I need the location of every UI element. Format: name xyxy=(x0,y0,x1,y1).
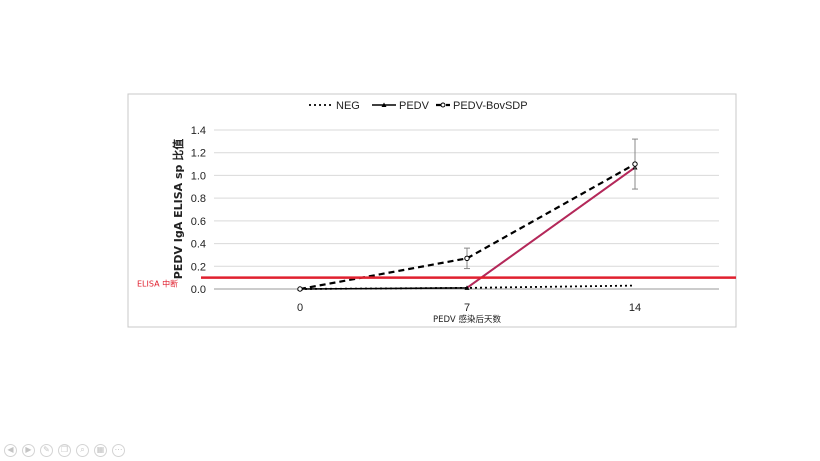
x-tick-label: 0 xyxy=(297,302,303,314)
y-tick-label: 0.8 xyxy=(191,193,206,205)
x-tick-label: 7 xyxy=(464,302,470,314)
slideshow-toolbar: ◀ ▶ ✎ ❐ ⌕ ▦ ⋯ xyxy=(4,441,125,459)
y-tick-label: 1.4 xyxy=(191,125,206,137)
data-point xyxy=(632,161,638,167)
zoom-icon[interactable]: ⌕ xyxy=(76,443,89,457)
y-tick-label: 0.2 xyxy=(191,261,206,273)
data-point xyxy=(464,255,470,262)
x-tick-label: 14 xyxy=(629,302,641,314)
data-point xyxy=(464,285,470,290)
legend-marker xyxy=(440,102,446,108)
copy-icon[interactable]: ❐ xyxy=(58,443,71,457)
chart-frame xyxy=(127,93,737,328)
series-highlight-line xyxy=(466,166,636,289)
play-icon[interactable]: ▶ xyxy=(22,443,35,457)
pen-icon[interactable]: ✎ xyxy=(40,443,53,457)
x-axis-title: PEDV 感染后天数 xyxy=(433,314,501,325)
plot-area: 0.0 0.2 0.4 0.6 0.8 1.0 1.2 1.4 0 7 14 PEDV 感染后天数 PE… xyxy=(137,100,736,325)
grid-icon[interactable]: ▦ xyxy=(94,443,107,457)
legend-label: PEDV-BovSDP xyxy=(453,100,528,112)
y-tick-label: 0.6 xyxy=(191,216,206,228)
legend-marker xyxy=(381,102,387,107)
threshold-label: ELISA 中断 xyxy=(137,279,178,289)
y-tick-label: 1.2 xyxy=(191,148,206,160)
y-tick-label: 0.4 xyxy=(191,239,206,251)
prev-icon[interactable]: ◀ xyxy=(4,443,17,457)
y-tick-label: 0.0 xyxy=(191,284,206,296)
y-axis-title: PEDV IgA ELISA sp 比值 xyxy=(171,139,185,280)
legend-label: NEG xyxy=(336,100,360,112)
data-point xyxy=(297,286,303,292)
y-tick-label: 1.0 xyxy=(191,170,206,182)
more-icon[interactable]: ⋯ xyxy=(112,443,125,457)
legend-label: PEDV xyxy=(399,100,430,112)
